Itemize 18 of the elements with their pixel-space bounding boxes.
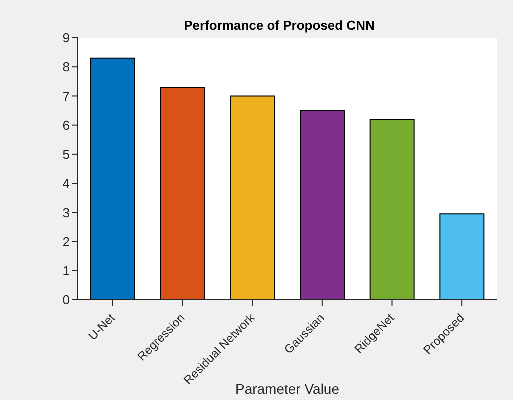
chart-title: Performance of Proposed CNN [183,18,376,33]
bar [440,214,485,300]
y-tick-label: 7 [62,88,70,104]
y-tick-label: 6 [62,118,70,133]
y-tick-label: 0 [62,292,70,308]
y-tick-label: 1 [62,264,70,279]
bar [160,86,206,300]
y-tick-label: 3 [62,205,70,220]
bar [90,58,136,300]
y-tick-label: 8 [62,60,70,75]
x-axis-title: Parameter Value [235,381,340,397]
bar [230,96,276,300]
y-tick-label: 2 [62,234,70,250]
bar [300,110,345,300]
y-tick-label: 5 [62,147,70,162]
y-tick-label: 4 [62,176,70,192]
bar [370,119,415,300]
y-tick-label: 9 [62,30,70,46]
